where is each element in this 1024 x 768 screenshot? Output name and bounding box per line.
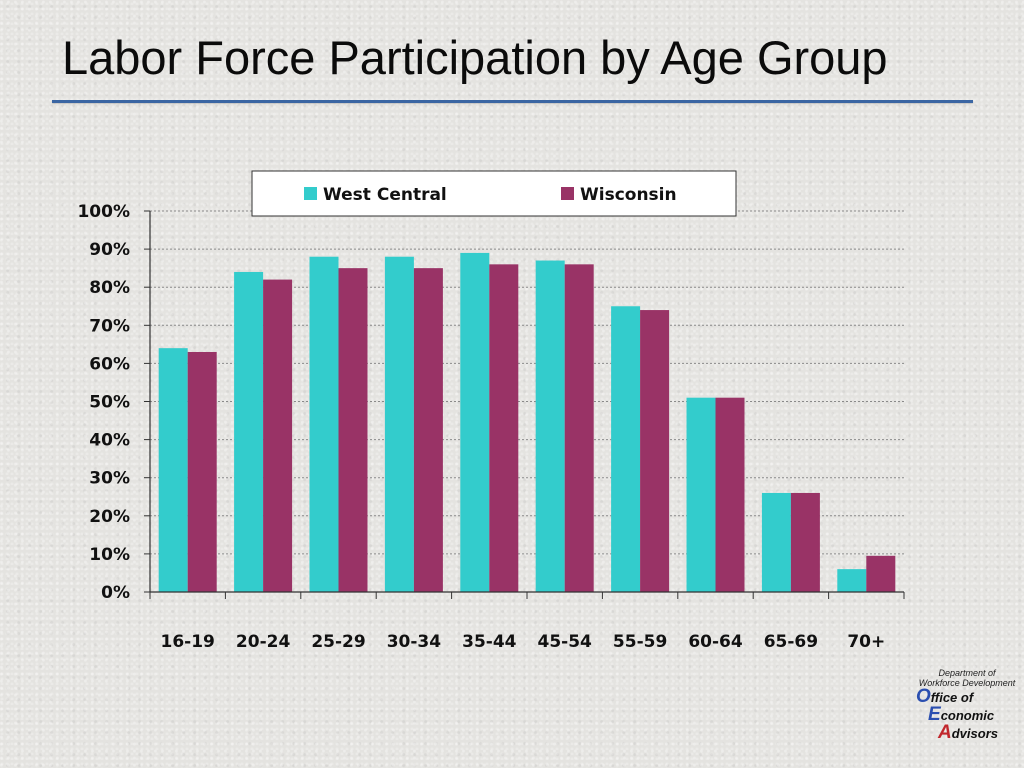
slide-title: Labor Force Participation by Age Group — [62, 31, 888, 84]
y-tick-label: 60% — [89, 354, 130, 374]
logo-row-advisors: Advisors — [938, 722, 1016, 743]
bar — [187, 351, 217, 592]
bar — [564, 264, 594, 592]
logo-dept-line1: Department of — [938, 668, 996, 678]
bar — [489, 264, 519, 592]
bar — [384, 256, 414, 592]
y-tick-label: 20% — [89, 507, 130, 527]
y-tick-label: 80% — [89, 278, 130, 298]
bar — [413, 268, 443, 592]
logo-row-office: Office of — [916, 686, 1016, 707]
bar — [234, 271, 264, 592]
x-tick-label: 25-29 — [311, 632, 365, 652]
x-tick-label: 16-19 — [161, 632, 215, 652]
y-tick-label: 30% — [89, 469, 130, 489]
x-tick-label: 70+ — [847, 632, 885, 652]
logo-initial-o: O — [916, 686, 931, 707]
bar — [535, 260, 565, 592]
logo-row-economic: Economic — [928, 704, 1016, 725]
bar — [460, 252, 490, 592]
logo-text-economic: conomic — [940, 708, 995, 723]
bar — [640, 310, 670, 592]
legend-box — [251, 170, 737, 217]
bar — [761, 492, 791, 592]
y-tick-label: 50% — [89, 393, 130, 413]
logo-dept-line2: Workforce Development — [918, 678, 1016, 688]
y-tick-label: 40% — [89, 431, 130, 451]
bar — [715, 397, 745, 592]
bar-chart: 0% 10% 20% 30% 40% 50% 60% 70% 80% 90% 100% 16-19 20… — [77, 170, 905, 652]
title-divider — [52, 100, 973, 103]
bars — [158, 252, 896, 592]
x-tick-label: 30-34 — [387, 632, 442, 652]
x-tick-label: 55-59 — [613, 632, 667, 652]
legend-swatch — [304, 187, 317, 200]
bar — [158, 348, 188, 592]
axes: 0% 10% 20% 30% 40% 50% 60% 70% 80% 90% 100% 16-19 20… — [77, 202, 905, 652]
y-tick-label: 100% — [77, 202, 130, 222]
bar — [790, 492, 820, 592]
logo-initial-a: A — [938, 722, 952, 743]
bar — [263, 279, 293, 592]
logo-text-advisors: dvisors — [951, 726, 998, 741]
legend-label: Wisconsin — [580, 185, 677, 205]
y-tick-label: 90% — [89, 240, 130, 260]
logo-initial-e: E — [928, 704, 941, 725]
legend-swatch — [561, 187, 574, 200]
office-of-economic-advisors-logo: Department of Workforce Development Offi… — [912, 668, 1016, 760]
x-tick-label: 35-44 — [462, 632, 517, 652]
bar — [866, 555, 896, 592]
bar — [611, 306, 641, 592]
legend: West Central Wisconsin — [251, 170, 737, 217]
bar — [837, 569, 867, 592]
x-tick-label: 20-24 — [236, 632, 291, 652]
y-tick-label: 0% — [101, 583, 130, 603]
x-tick-label: 45-54 — [538, 632, 593, 652]
bar — [309, 256, 339, 592]
bar — [686, 397, 716, 592]
y-tick-label: 70% — [89, 316, 130, 336]
logo-text-office: ffice of — [930, 690, 974, 705]
y-tick-label: 10% — [89, 545, 130, 565]
bar — [338, 268, 368, 592]
legend-label: West Central — [323, 185, 447, 205]
x-tick-label: 65-69 — [764, 632, 818, 652]
x-tick-label: 60-64 — [688, 632, 743, 652]
